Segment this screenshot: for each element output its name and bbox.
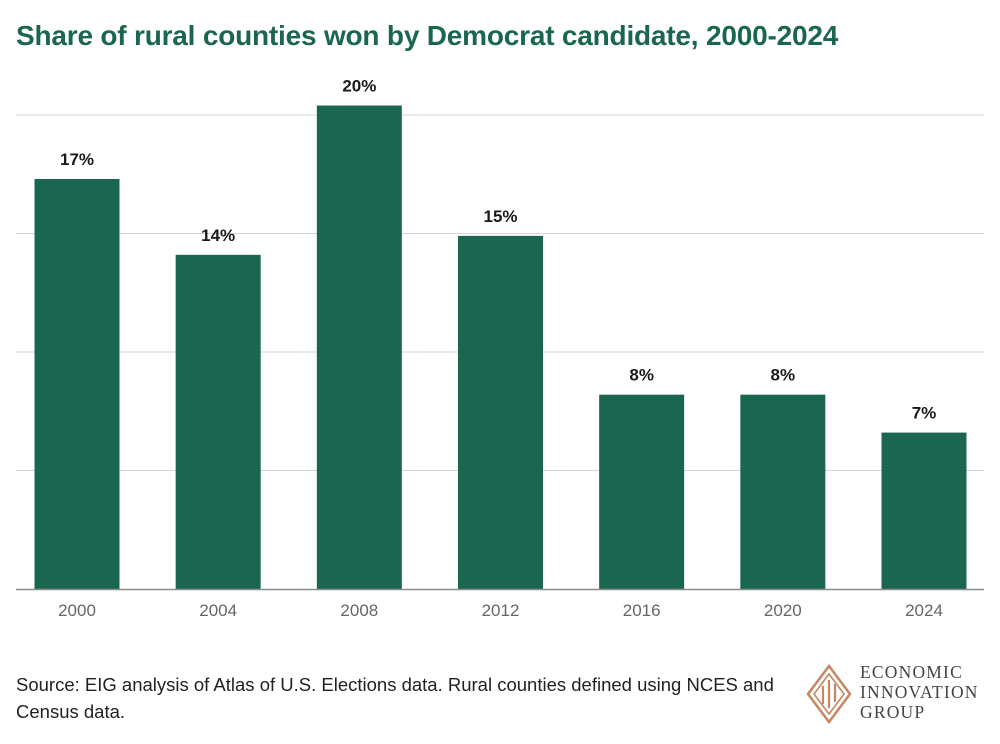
bar-2020 [740,394,826,589]
bar-value-label-2012: 15% [483,207,517,226]
bar-2008 [316,105,402,590]
x-tick-label-2020: 2020 [764,601,802,620]
eig-logo-icon [806,664,852,724]
bar-value-labels: 17% 14% 20% 15% 8% 8% 7% [60,77,936,423]
bar-value-label-2020: 8% [771,366,796,385]
x-tick-label-2016: 2016 [623,601,661,620]
x-tick-label-2012: 2012 [482,601,520,620]
bar-value-label-2008: 20% [342,77,376,96]
bar-2012 [458,235,543,589]
x-tick-label-2000: 2000 [58,601,96,620]
x-tick-label-2004: 2004 [199,601,237,620]
bar-2024 [881,432,967,589]
logo-line-3: GROUP [860,702,926,722]
bar-value-label-2004: 14% [201,226,235,245]
logo-line-1: ECONOMIC [860,662,963,682]
source-note: Source: EIG analysis of Atlas of U.S. El… [16,674,774,722]
eig-logo-wordmark: ECONOMIC INNOVATION GROUP [860,662,979,722]
logo-line-2: INNOVATION [860,682,979,702]
bar-2016 [599,394,685,589]
x-tick-label-2008: 2008 [340,601,378,620]
chart-title: Share of rural counties won by Democrat … [16,20,839,51]
x-axis-tick-labels: 2000 2004 2008 2012 2016 2020 2024 [58,601,943,620]
bar-value-label-2024: 7% [912,404,937,423]
bar-chart: 17%14%20%15%8% 8%7% 2000 2004 2008 2012 2016 2… [16,77,984,620]
bar-2000 [34,178,120,590]
eig-logo: ECONOMIC INNOVATION GROUP [806,662,996,726]
bar-value-label-2000: 17% [60,150,94,169]
bar-2004 [175,254,261,589]
bars [34,105,967,590]
bar-value-label-2016: 8% [629,366,654,385]
x-tick-label-2024: 2024 [905,601,943,620]
